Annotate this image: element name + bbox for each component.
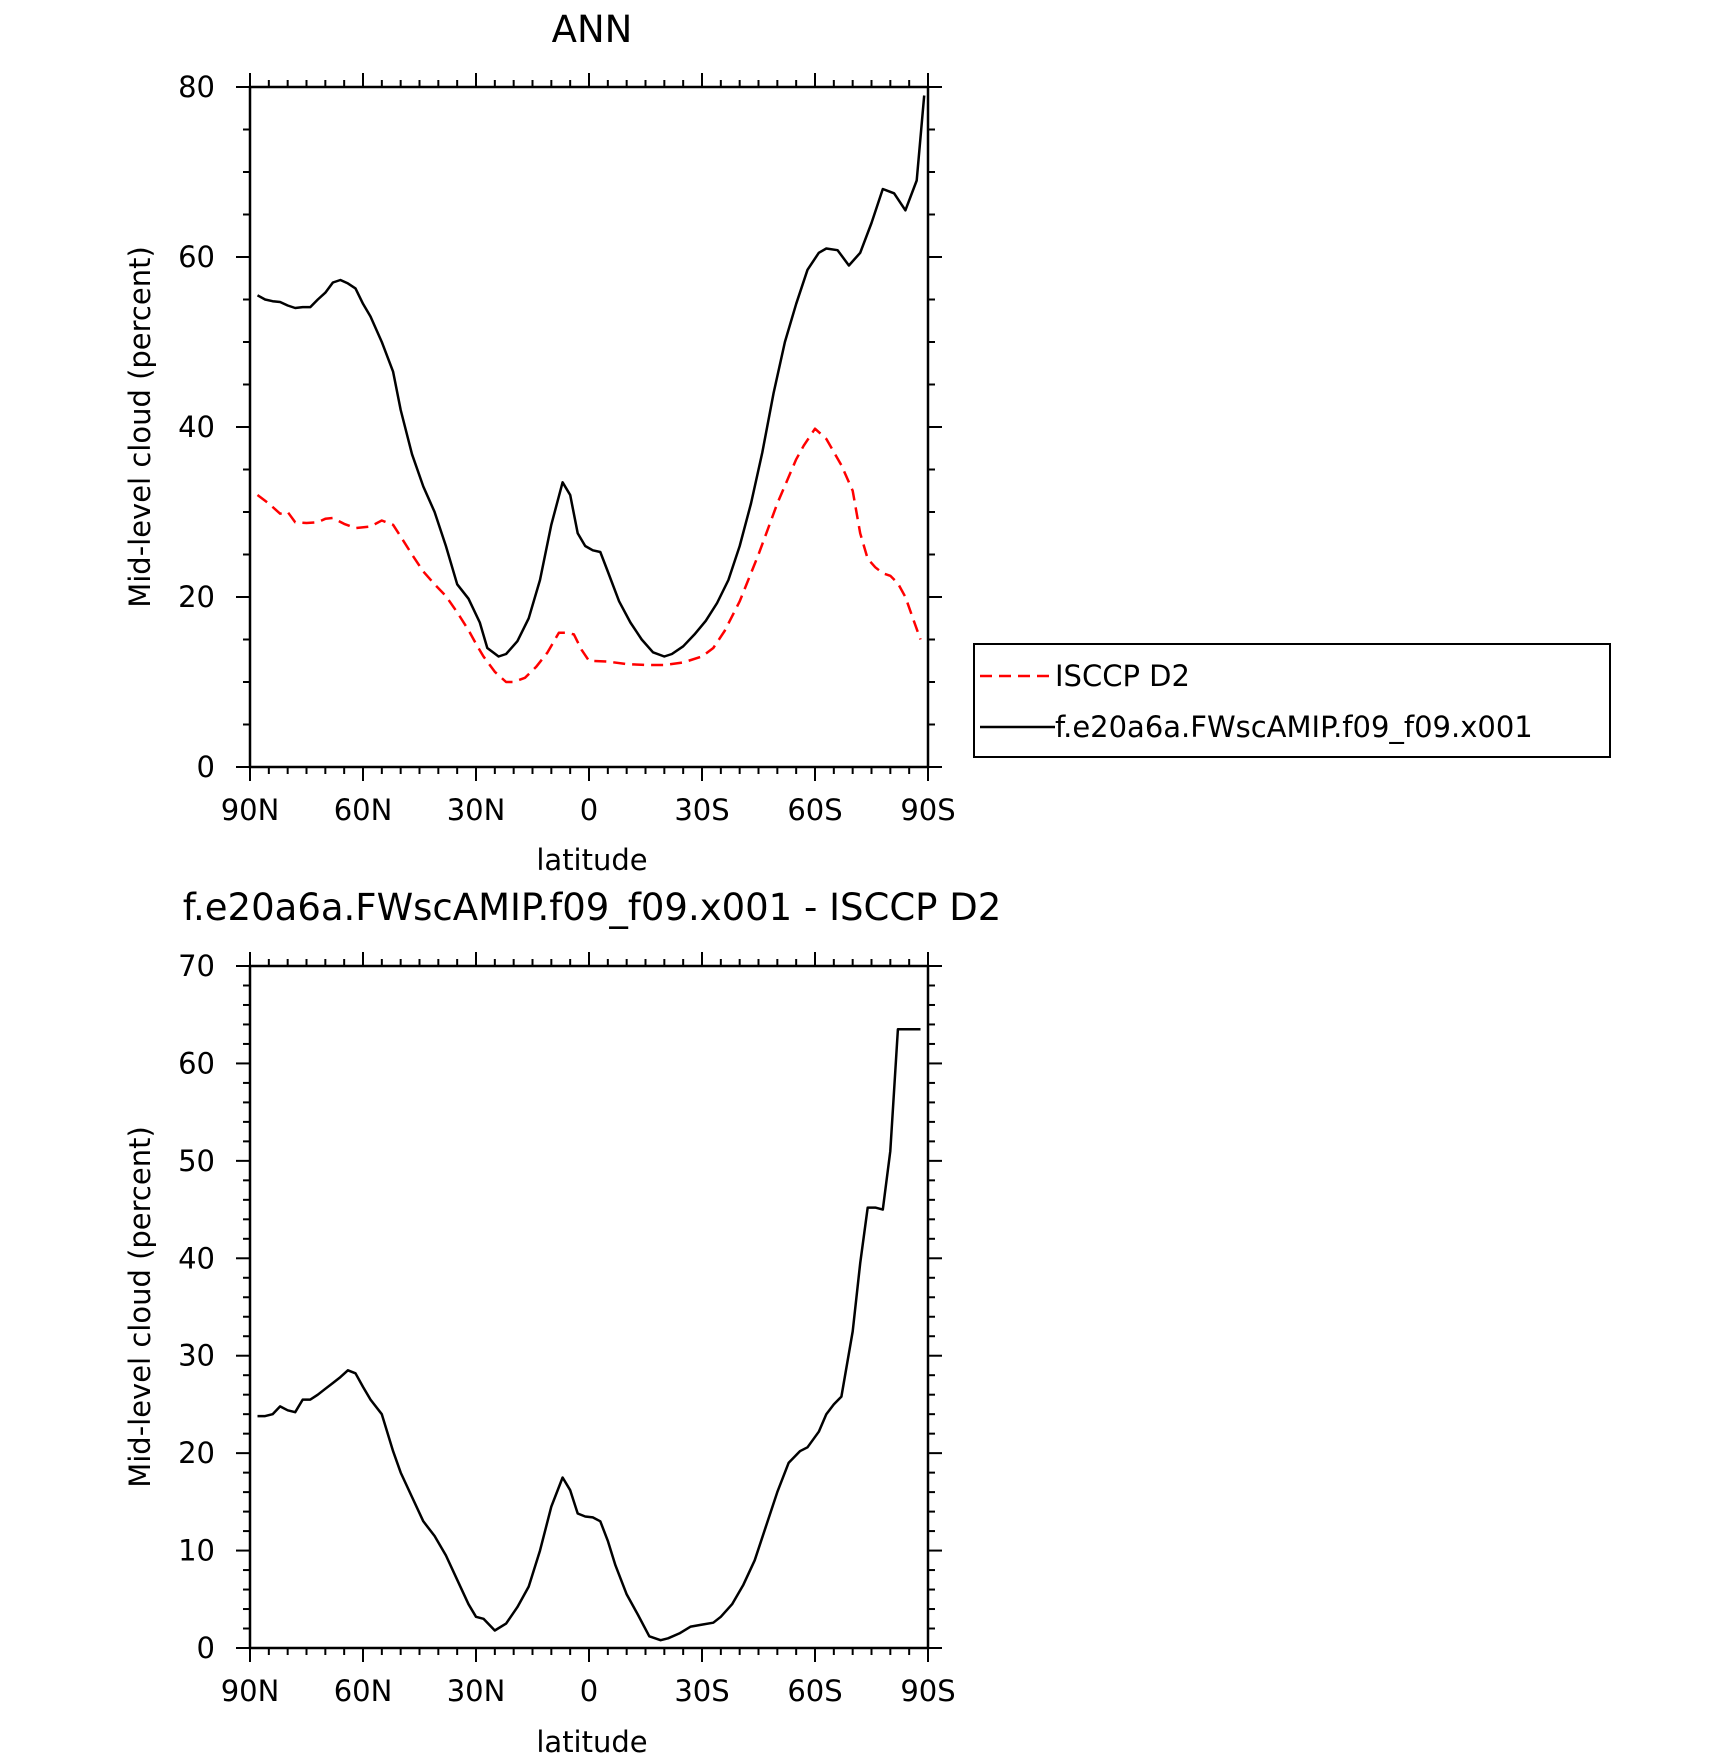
top-y-tick-label: 20	[178, 580, 215, 614]
bottom-x-tick-label: 90N	[221, 1674, 280, 1708]
bottom-x-tick-label: 30S	[674, 1674, 729, 1708]
bottom-y-tick-label: 10	[178, 1534, 215, 1568]
legend: ISCCP D2 f.e20a6a.FWscAMIP.f09_f09.x001	[973, 643, 1611, 758]
legend-box	[973, 643, 1611, 758]
top-series-line-isccp	[256, 427, 922, 684]
top-y-axis-label: Mid-level cloud (percent)	[123, 246, 157, 608]
bottom-y-tick-label: 20	[178, 1436, 215, 1470]
top-panel: ANN 90N 60N 30N 0 30S 60S 90S 0 20 40 60 80 latitud…	[123, 8, 956, 877]
bottom-y-axis-label: Mid-level cloud (percent)	[123, 1126, 157, 1488]
top-ticks-layer: 90N 60N 30N 0 30S 60S 90S 0 20 40 60 80	[178, 70, 956, 827]
bottom-chart-title: f.e20a6a.FWscAMIP.f09_f09.x001 - ISCCP D…	[183, 886, 1002, 929]
bottom-y-tick-label: 70	[178, 949, 215, 983]
bottom-ticks-layer: 90N 60N 30N 0 30S 60S 90S 0 10 20 30 40 50 60 70	[178, 949, 956, 1708]
bottom-panel: f.e20a6a.FWscAMIP.f09_f09.x001 - ISCCP D…	[123, 886, 1001, 1756]
bottom-x-tick-label: 0	[580, 1674, 598, 1708]
bottom-y-tick-label: 50	[178, 1144, 215, 1178]
top-y-tick-label: 40	[178, 410, 215, 444]
bottom-y-tick-label: 40	[178, 1241, 215, 1275]
top-x-tick-label: 60S	[787, 793, 842, 827]
legend-label-isccp: ISCCP D2	[1055, 659, 1190, 693]
bottom-series-layer	[257, 1028, 921, 1642]
top-x-tick-label: 30S	[674, 793, 729, 827]
top-x-tick-label: 0	[580, 793, 598, 827]
legend-label-model: f.e20a6a.FWscAMIP.f09_f09.x001	[1055, 710, 1533, 744]
top-y-tick-label: 60	[178, 240, 215, 274]
top-chart-title: ANN	[552, 8, 633, 51]
bottom-x-tick-label: 30N	[447, 1674, 506, 1708]
bottom-y-tick-label: 30	[178, 1339, 215, 1373]
top-series-layer	[256, 95, 926, 684]
top-x-tick-label: 60N	[334, 793, 393, 827]
top-x-tick-label: 30N	[447, 793, 506, 827]
bottom-x-tick-label: 60S	[787, 1674, 842, 1708]
bottom-plot-frame	[248, 964, 930, 1650]
bottom-y-tick-label: 0	[197, 1631, 215, 1665]
top-series-line-model	[256, 95, 926, 658]
top-plot-frame	[248, 85, 930, 769]
top-x-tick-label: 90N	[221, 793, 280, 827]
top-x-tick-label: 90S	[900, 793, 955, 827]
top-y-tick-label: 0	[197, 750, 215, 784]
bottom-x-tick-label: 60N	[334, 1674, 393, 1708]
bottom-series-line-model	[257, 1028, 921, 1642]
top-x-axis-label: latitude	[536, 843, 647, 877]
top-y-tick-label: 80	[178, 70, 215, 104]
bottom-x-tick-label: 90S	[900, 1674, 955, 1708]
bottom-y-tick-label: 60	[178, 1046, 215, 1080]
bottom-x-axis-label: latitude	[536, 1725, 647, 1756]
